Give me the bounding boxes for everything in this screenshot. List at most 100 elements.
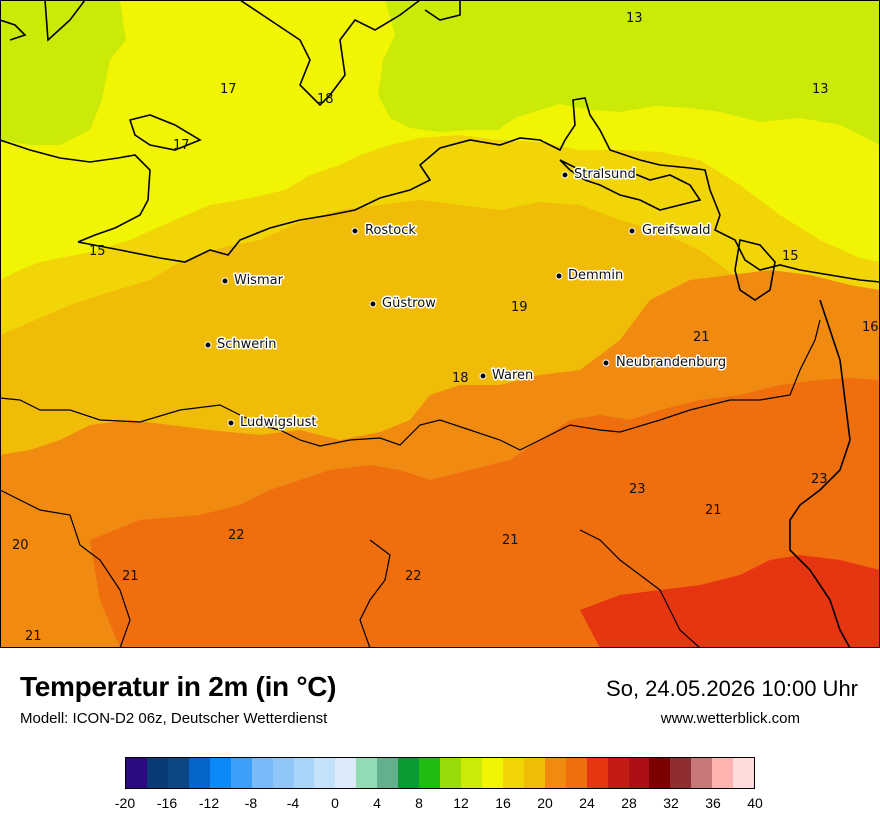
- isoline-label: 19: [511, 300, 528, 315]
- forecast-datetime: So, 24.05.2026 10:00 Uhr: [606, 676, 858, 701]
- city-wismar[interactable]: Wismar: [221, 272, 285, 290]
- colorbar-segment: [461, 758, 482, 788]
- colorbar-segment: [209, 758, 231, 788]
- isoline-label: 13: [626, 11, 643, 26]
- colorbar-tick-label: -20: [114, 795, 136, 811]
- colorbar-segment: [377, 758, 399, 788]
- colorbar-tick-label: -16: [156, 795, 178, 811]
- island-ruegen: [559, 159, 702, 211]
- isoline-label: 17: [173, 138, 190, 153]
- svg-text:Greifswald: Greifswald: [642, 223, 711, 238]
- isoline-label: 13: [812, 82, 829, 97]
- colorbar-segment: [272, 758, 294, 788]
- colorbar-tick-label: 0: [331, 795, 339, 811]
- city-neubrandenburg[interactable]: Neubrandenburg: [602, 354, 728, 372]
- svg-text:Wismar: Wismar: [234, 273, 284, 288]
- isoline-label: 22: [405, 569, 422, 584]
- page-title: Temperatur in 2m (in °C): [20, 671, 337, 702]
- colorbar-tick-label: 16: [495, 795, 511, 811]
- colorbar-segment: [544, 758, 566, 788]
- city-demmin[interactable]: Demmin: [555, 267, 625, 285]
- colorbar-segment: [607, 758, 629, 788]
- colorbar-segment: [314, 758, 336, 788]
- colorbar-tick-label: 4: [373, 795, 381, 811]
- isoline-label: 21: [693, 330, 710, 345]
- colorbar-segment: [670, 758, 692, 788]
- isoline-label: 22: [228, 528, 245, 543]
- isoline-label: 23: [629, 482, 646, 497]
- isoline-label: 16: [862, 320, 879, 335]
- coastline: [0, 97, 880, 283]
- colorbar-tick-label: -12: [198, 795, 220, 811]
- colorbar-tick-label: -8: [244, 795, 258, 811]
- state-border-south: [0, 489, 701, 648]
- isoline-label: 21: [705, 503, 722, 518]
- colorbar-segment: [126, 758, 147, 788]
- model-subtitle: Modell: ICON-D2 06z, Deutscher Wetterdie…: [20, 710, 328, 727]
- denmark-coast: [0, 0, 461, 107]
- island-poel: [128, 114, 202, 151]
- isoline-label: 15: [89, 244, 106, 259]
- colorbar-tick-label: 36: [705, 795, 721, 811]
- isoline-label: 17: [220, 82, 237, 97]
- colorbar-segment: [188, 758, 210, 788]
- isoline-label: 21: [502, 533, 519, 548]
- temp-zone-22-24: [90, 378, 880, 648]
- colorbar-segment: [733, 758, 755, 788]
- isoline-label: 18: [317, 92, 334, 107]
- colorbar-segment: [419, 758, 441, 788]
- city-waren[interactable]: Waren: [479, 367, 535, 385]
- colorbar-tick-label: 32: [663, 795, 679, 811]
- temperature-map[interactable]: Stralsund Rostock Greifswald Wismar Demm…: [0, 0, 880, 648]
- colorbar-segment: [586, 758, 608, 788]
- city-guestrow[interactable]: Güstrow: [369, 295, 438, 313]
- colorbar-segment: [628, 758, 650, 788]
- colorbar-tick-label: 28: [621, 795, 637, 811]
- island-usedom: [734, 239, 776, 301]
- svg-text:Schwerin: Schwerin: [217, 337, 276, 352]
- city-ludwigslust[interactable]: Ludwigslust: [227, 414, 318, 432]
- temperature-colorbar: [125, 757, 755, 789]
- city-schwerin[interactable]: Schwerin: [204, 336, 278, 354]
- colorbar-ticks: -20 -16 -12 -8 -4 0 4 8 12 16 20 24 28 32 36 40: [115, 795, 763, 815]
- colorbar-segment: [230, 758, 252, 788]
- colorbar-tick-label: 40: [747, 795, 763, 811]
- colorbar-segment: [398, 758, 420, 788]
- colorbar-segment: [502, 758, 524, 788]
- colorbar-segment: [167, 758, 189, 788]
- isoline-label: 20: [12, 538, 29, 553]
- colorbar-tick-label: 8: [415, 795, 423, 811]
- colorbar-segment: [146, 758, 168, 788]
- colorbar-segment: [691, 758, 713, 788]
- colorbar-tick-label: 20: [537, 795, 553, 811]
- colorbar-tick-label: 12: [453, 795, 469, 811]
- website-credit: www.wetterblick.com: [660, 710, 800, 727]
- city-stralsund[interactable]: Stralsund: [561, 166, 637, 184]
- colorbar-tick-label: -4: [286, 795, 300, 811]
- colorbar-segment: [440, 758, 461, 788]
- colorbar-segment: [649, 758, 671, 788]
- colorbar-segment: [481, 758, 503, 788]
- country-border-poland: [789, 299, 851, 648]
- isoline-label: 23: [811, 472, 828, 487]
- isoline-label: 21: [122, 569, 139, 584]
- svg-text:Güstrow: Güstrow: [382, 296, 436, 311]
- temp-zone-12-14-northeast: [378, 0, 880, 145]
- colorbar-segment: [565, 758, 587, 788]
- svg-text:Waren: Waren: [492, 368, 533, 383]
- state-border: [0, 319, 821, 451]
- temp-zone-12-14-northwest: [0, 0, 126, 145]
- svg-text:Stralsund: Stralsund: [574, 167, 636, 182]
- city-rostock[interactable]: Rostock: [351, 222, 418, 240]
- svg-text:Rostock: Rostock: [365, 223, 416, 238]
- isoline-label: 15: [782, 249, 799, 264]
- colorbar-tick-label: 24: [579, 795, 595, 811]
- isoline-label: 21: [25, 629, 42, 644]
- colorbar-segment: [335, 758, 357, 788]
- city-greifswald[interactable]: Greifswald: [628, 222, 712, 240]
- colorbar-segment: [523, 758, 545, 788]
- colorbar-segment: [356, 758, 378, 788]
- colorbar-segment: [293, 758, 315, 788]
- svg-text:Ludwigslust: Ludwigslust: [240, 415, 317, 430]
- temp-zone-24-26: [580, 555, 880, 648]
